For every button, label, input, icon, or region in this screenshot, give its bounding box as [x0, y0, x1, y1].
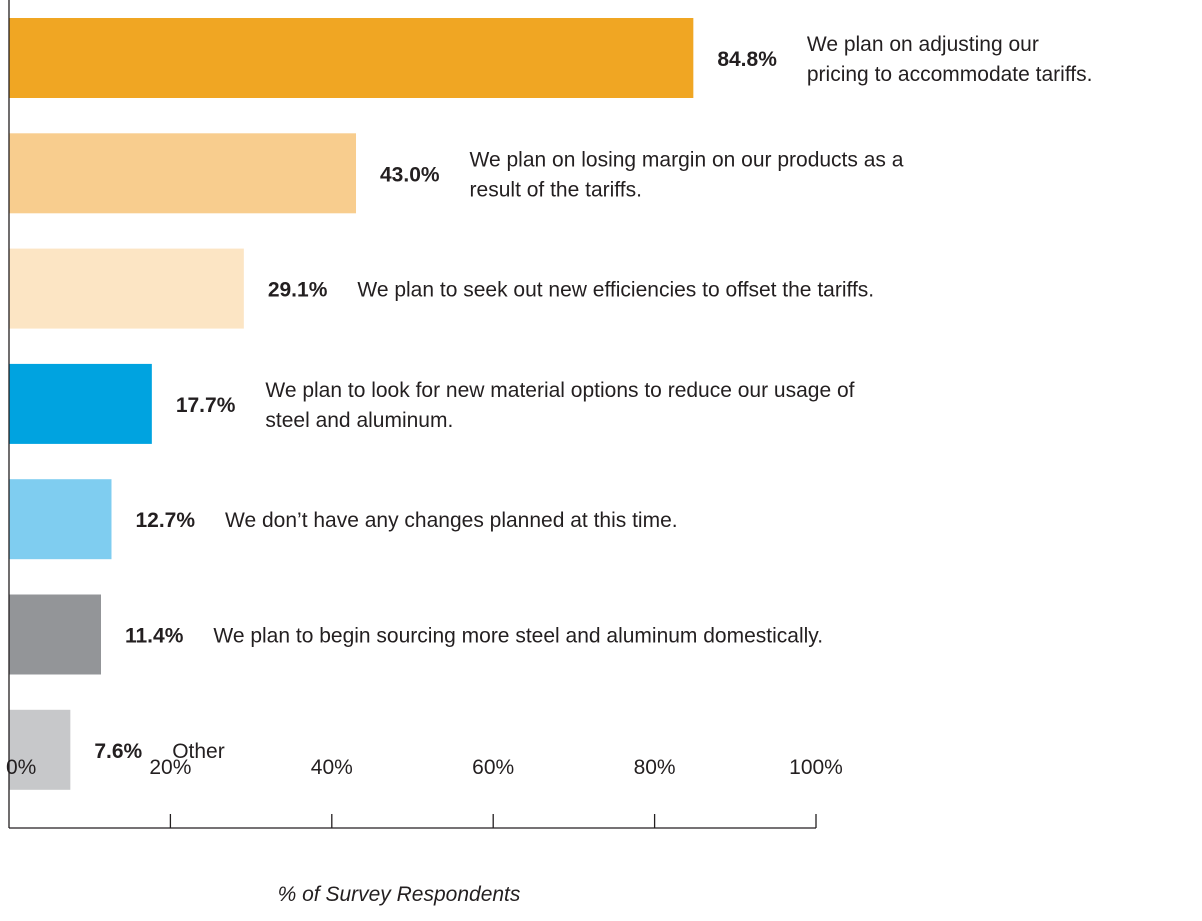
bar-category-label-line: Other [172, 740, 225, 763]
bar-value-label-6: 11.4% [125, 625, 184, 648]
bar-4 [9, 363, 152, 444]
bar-value-label-5: 12.7% [135, 509, 195, 532]
bar-category-label-line: steel and aluminum. [265, 409, 453, 432]
bar-category-label-2: We plan on losing margin on our products… [470, 148, 904, 201]
bar-6 [9, 594, 101, 675]
x-tick-label: 20% [149, 756, 191, 779]
bar-value-label-4: 17.7% [176, 394, 236, 417]
bar-category-label-line: result of the tariffs. [470, 178, 642, 201]
bar-2 [9, 133, 357, 214]
bar-value-label-2: 43.0% [380, 163, 440, 186]
x-axis: 0% 20% 40% 60% 80% 100% [6, 0, 843, 829]
bar-value-label-7: 7.6% [94, 740, 142, 763]
bar-category-label-line: We plan on adjusting our [807, 33, 1039, 56]
x-tick-label: 0% [6, 756, 36, 779]
bar-category-label-line: We don’t have any changes planned at thi… [225, 509, 678, 532]
bar-category-label-3: We plan to seek out new efficiencies to … [357, 279, 874, 302]
bar-category-label-6: We plan to begin sourcing more steel and… [213, 625, 823, 648]
bar-category-label-line: We plan to seek out new efficiencies to … [357, 279, 874, 302]
x-tick-label: 40% [311, 756, 353, 779]
bar-1 [9, 18, 694, 98]
bar-category-label-line: We plan to look for new material options… [265, 379, 854, 402]
bar-category-label-1: We plan on adjusting our pricing to accom… [807, 33, 1093, 86]
x-tick-label: 80% [634, 756, 676, 779]
bar-category-label-7: Other [172, 740, 225, 763]
bar-category-label-line: We plan on losing margin on our products… [470, 148, 904, 171]
bar-3 [9, 248, 244, 329]
bar-7 [9, 709, 71, 790]
bars-layer: 84.8% We plan on adjusting our pricing to … [9, 18, 1092, 790]
bar-category-label-5: We don’t have any changes planned at thi… [225, 509, 678, 532]
bar-5 [9, 479, 112, 560]
bar-value-label-3: 29.1% [268, 279, 328, 302]
x-tick-label: 60% [472, 756, 514, 779]
bar-category-label-4: We plan to look for new material options… [265, 379, 854, 432]
x-tick-label: 100% [789, 756, 843, 779]
x-axis-title: % of Survey Respondents [278, 883, 521, 906]
bar-category-label-line: We plan to begin sourcing more steel and… [213, 625, 823, 648]
bar-value-label-1: 84.8% [717, 48, 777, 71]
bar-category-label-line: pricing to accommodate tariffs. [807, 63, 1093, 86]
